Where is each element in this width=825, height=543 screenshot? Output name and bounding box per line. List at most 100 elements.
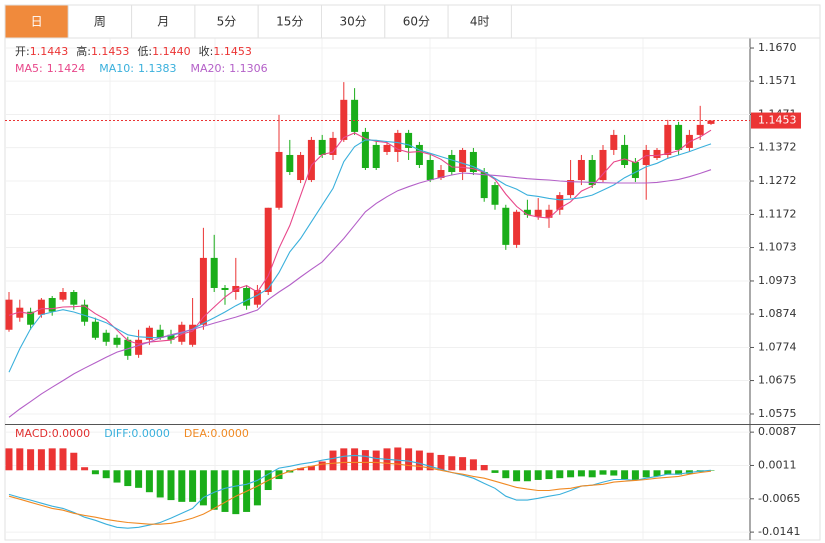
legend-value: 1.1453 bbox=[213, 45, 252, 58]
candle-body bbox=[372, 144, 380, 169]
y-tick-label: 1.1372 bbox=[758, 141, 797, 154]
legend-label: 收: bbox=[199, 44, 214, 58]
candle-body bbox=[502, 207, 510, 245]
legend-value: 1.1443 bbox=[30, 45, 69, 58]
macd-bar bbox=[653, 470, 661, 477]
macd-bar bbox=[502, 470, 510, 479]
candle-body bbox=[340, 99, 348, 140]
candle-body bbox=[696, 124, 704, 135]
candle-body bbox=[102, 332, 110, 342]
macd-bar bbox=[405, 448, 413, 471]
legend-value: 0.0000 bbox=[52, 427, 91, 440]
tab[interactable] bbox=[4, 4, 69, 39]
macd-bar bbox=[210, 470, 218, 510]
macd-bar bbox=[361, 450, 369, 471]
macd-bar bbox=[81, 467, 89, 471]
macd-bar bbox=[189, 470, 197, 502]
tab-label[interactable]: 30分 bbox=[339, 15, 366, 29]
legend-value: 1.1424 bbox=[47, 62, 86, 75]
macd-bar bbox=[27, 449, 35, 471]
candle-body bbox=[653, 149, 661, 158]
macd-bar bbox=[70, 452, 78, 471]
legend-label: MA20: bbox=[190, 62, 225, 75]
tab-label[interactable]: 日 bbox=[31, 15, 43, 29]
legend-label: 高: bbox=[76, 44, 91, 58]
tab-label[interactable]: 月 bbox=[157, 15, 169, 29]
ma-line bbox=[8, 169, 712, 418]
macd-bar bbox=[599, 470, 607, 475]
candle-body bbox=[243, 287, 251, 306]
candle-body bbox=[534, 209, 542, 217]
tab[interactable] bbox=[67, 4, 133, 39]
candle-body bbox=[588, 159, 596, 186]
tab-label[interactable]: 60分 bbox=[403, 15, 430, 29]
candle-body bbox=[199, 257, 207, 325]
macd-bar bbox=[307, 465, 315, 471]
y-tick-label: 1.1172 bbox=[758, 207, 797, 220]
candle-body bbox=[210, 257, 218, 288]
candle-body bbox=[135, 339, 143, 355]
y-tick-label: 1.0774 bbox=[758, 340, 797, 353]
macd-bar bbox=[59, 448, 67, 471]
y-tick-label: -0.0065 bbox=[758, 492, 800, 505]
candle-body bbox=[513, 211, 521, 245]
candle-body bbox=[167, 334, 175, 340]
candle-body bbox=[286, 154, 294, 173]
candle-body bbox=[577, 159, 585, 181]
tab-bar: 日 周 月 5分 15分 30分 60分 4时 bbox=[4, 4, 512, 39]
macd-bar bbox=[567, 470, 575, 478]
ma-legend: MA5: 1.1424 MA10: 1.1383 MA20: 1.1306 bbox=[15, 62, 268, 75]
candle-body bbox=[124, 339, 132, 356]
legend-label: MA5: bbox=[15, 62, 43, 75]
macd-bar bbox=[556, 470, 564, 479]
macd-bar bbox=[5, 448, 13, 471]
macd-bar bbox=[48, 448, 56, 471]
macd-bar bbox=[91, 470, 99, 475]
macd-bar bbox=[199, 470, 207, 506]
tab[interactable] bbox=[447, 4, 512, 39]
tab-label[interactable]: 15分 bbox=[276, 15, 303, 29]
candle-body bbox=[59, 291, 67, 300]
macd-bar bbox=[351, 448, 359, 471]
y-tick-label: 1.1073 bbox=[758, 241, 797, 254]
legend-label: DEA: bbox=[184, 427, 210, 440]
candle-body bbox=[610, 134, 618, 150]
tab-label[interactable]: 5分 bbox=[217, 15, 237, 29]
last-price-tag bbox=[751, 112, 801, 129]
macd-bar bbox=[232, 470, 240, 515]
macd-bar bbox=[588, 470, 596, 478]
candle-body bbox=[523, 209, 531, 215]
candle-body bbox=[264, 207, 272, 292]
candle-body bbox=[27, 311, 35, 325]
tab[interactable] bbox=[321, 4, 386, 39]
candle-body bbox=[81, 304, 89, 322]
candle-body bbox=[448, 154, 456, 173]
macd-bar bbox=[113, 470, 121, 483]
macd-bar bbox=[124, 470, 132, 487]
candle-body bbox=[631, 161, 639, 179]
tab-label[interactable]: 4时 bbox=[470, 15, 490, 29]
y-tick-label: 0.0087 bbox=[758, 425, 797, 438]
candle-body bbox=[556, 195, 564, 210]
macd-bar bbox=[156, 470, 164, 498]
tab-label[interactable]: 周 bbox=[94, 15, 106, 29]
grid bbox=[109, 38, 644, 540]
legend-value: 0.0000 bbox=[131, 427, 170, 440]
macd-bar bbox=[329, 450, 337, 471]
macd-bar bbox=[664, 470, 672, 475]
candle-body bbox=[156, 329, 164, 338]
ma-line bbox=[8, 129, 712, 345]
legend-label: 开: bbox=[15, 45, 30, 58]
macd-bar bbox=[437, 454, 445, 471]
y-tick-label: 1.0675 bbox=[758, 374, 797, 387]
legend-value: 1.1306 bbox=[229, 62, 268, 75]
candle-body bbox=[70, 291, 78, 305]
last-price-label: 1.1453 bbox=[758, 114, 797, 127]
macd-bar bbox=[523, 470, 531, 482]
candle-body bbox=[491, 185, 499, 205]
ohlc-legend: 开:1.1443 高:1.1453 低:1.1440 收:1.1453 bbox=[15, 44, 252, 58]
macd-bar bbox=[415, 450, 423, 471]
y-tick-label: 1.0973 bbox=[758, 274, 797, 287]
